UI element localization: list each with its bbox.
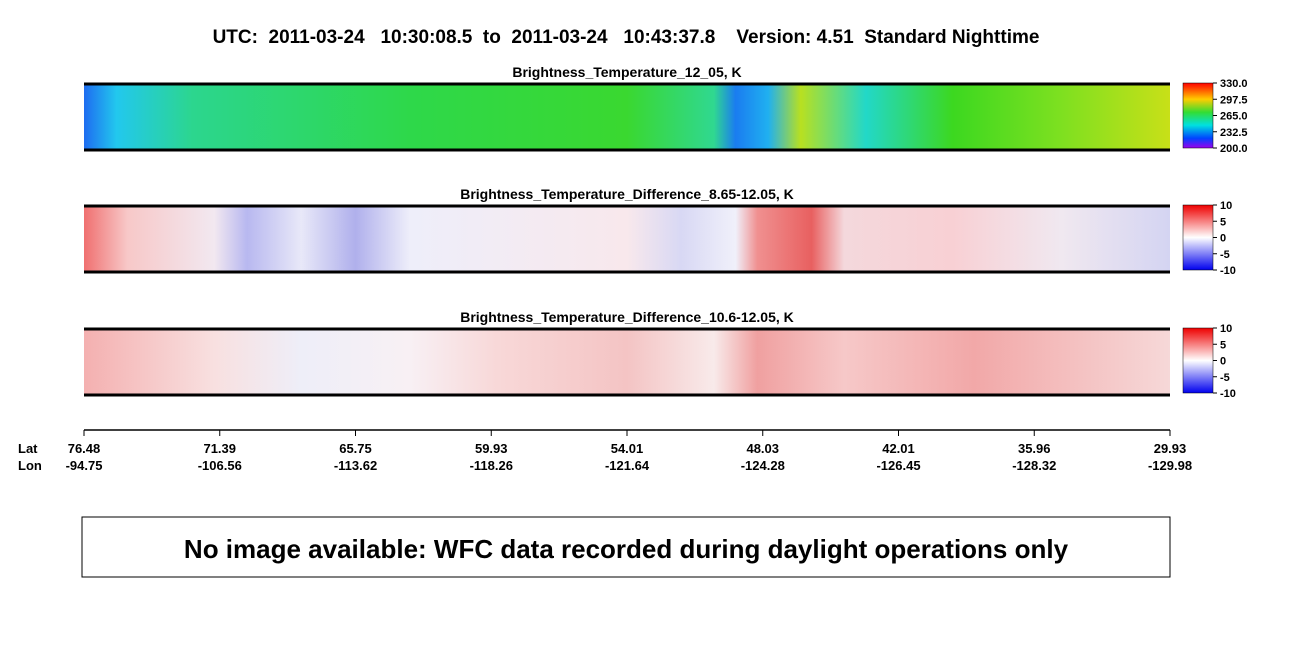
image-strip (84, 329, 1170, 395)
panel-title: Brightness_Temperature_Difference_10.6-1… (460, 309, 794, 325)
colorbar-label: -5 (1220, 372, 1230, 384)
lon-label: -94.75 (66, 458, 103, 473)
lon-label: -124.28 (741, 458, 785, 473)
lat-axis-label: Lat (18, 441, 38, 456)
colorbar-label: 5 (1220, 339, 1226, 351)
panel-title: Brightness_Temperature_12_05, K (512, 64, 741, 80)
colorbar (1182, 327, 1214, 394)
lat-label: 35.96 (1018, 441, 1051, 456)
colorbar-label: 330.0 (1220, 78, 1248, 90)
lat-label: 29.93 (1154, 441, 1187, 456)
lat-label: 65.75 (339, 441, 372, 456)
lat-label: 42.01 (882, 441, 915, 456)
colorbar-label: -10 (1220, 388, 1236, 400)
colorbar-label: 10 (1220, 200, 1232, 212)
lon-label: -113.62 (334, 458, 377, 473)
colorbar-label: 200.0 (1220, 143, 1248, 155)
lat-label: 59.93 (475, 441, 508, 456)
colorbar-label: 10 (1220, 323, 1232, 335)
colorbar-label: -5 (1220, 249, 1230, 261)
colorbar-label: -10 (1220, 265, 1236, 277)
lon-axis-label: Lon (18, 458, 42, 473)
colorbar-label: 0 (1220, 233, 1226, 245)
colorbar-label: 5 (1220, 216, 1226, 228)
message-box (81, 516, 1171, 578)
lon-label: -129.98 (1148, 458, 1192, 473)
colorbar-label: 297.5 (1220, 94, 1248, 106)
panel-title: Brightness_Temperature_Difference_8.65-1… (460, 186, 794, 202)
lon-label: -118.26 (470, 458, 513, 473)
colorbar-label: 232.5 (1220, 127, 1248, 139)
lat-label: 71.39 (203, 441, 236, 456)
lat-label: 54.01 (611, 441, 644, 456)
title: UTC: 2011-03-24 10:30:08.5 to 2011-03-24… (213, 27, 1040, 48)
lon-label: -128.32 (1012, 458, 1056, 473)
lat-label: 48.03 (746, 441, 779, 456)
colorbar-label: 0 (1220, 356, 1226, 368)
lon-label: -121.64 (605, 458, 650, 473)
colorbar (1182, 82, 1214, 149)
message: No image available: WFC data recorded du… (184, 534, 1069, 564)
lat-label: 76.48 (68, 441, 101, 456)
image-strip (84, 206, 1170, 272)
colorbar-label: 265.0 (1220, 111, 1248, 123)
lon-label: -106.56 (198, 458, 242, 473)
image-strip (84, 84, 1170, 150)
lon-label: -126.45 (876, 458, 920, 473)
colorbar (1182, 204, 1214, 271)
